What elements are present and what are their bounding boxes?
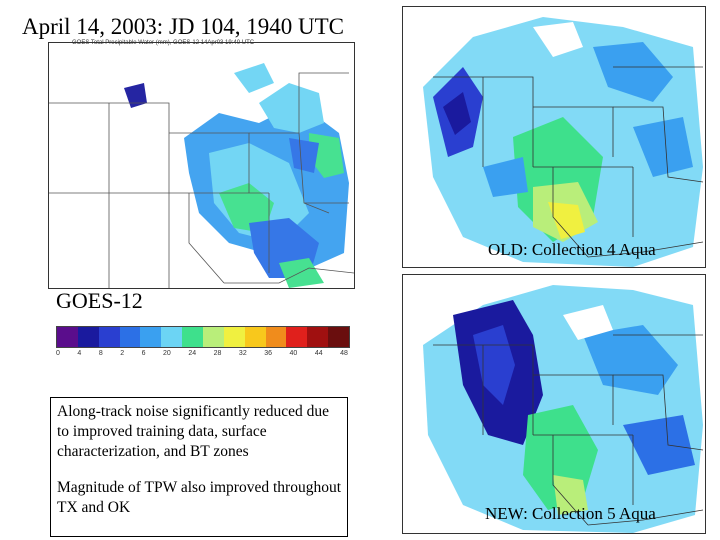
notes-box: Along-track noise significantly reduced … xyxy=(50,397,348,537)
legend-tick: 44 xyxy=(314,350,323,357)
legend-tick-labels: 0 4 8 2 6 20 24 28 32 36 40 44 48 xyxy=(56,350,348,357)
legend-tick: 36 xyxy=(264,350,273,357)
new-collection-5-map xyxy=(402,274,706,534)
legend-tick: 40 xyxy=(289,350,298,357)
old-collection-4-map xyxy=(402,6,706,268)
goes-map-graphic xyxy=(49,43,354,288)
legend-swatch xyxy=(57,327,78,347)
legend-tick: 24 xyxy=(188,350,197,357)
legend-swatch xyxy=(140,327,162,347)
legend-swatch xyxy=(119,327,141,347)
goes-map-subtitle: GOES Total Precipitable Water (mm), GOES… xyxy=(72,40,255,46)
legend-swatch xyxy=(77,327,99,347)
legend-tick: 2 xyxy=(120,350,125,357)
tpw-color-legend xyxy=(56,326,350,348)
goes-panel-label: GOES-12 xyxy=(56,288,143,313)
new-map-graphic xyxy=(403,275,705,533)
legend-swatch xyxy=(265,327,287,347)
legend-swatch xyxy=(98,327,120,347)
legend-swatch xyxy=(161,327,183,347)
legend-swatch xyxy=(307,327,329,347)
note-tpw-improved: Magnitude of TPW also improved throughou… xyxy=(57,479,341,516)
legend-tick: 20 xyxy=(163,350,171,357)
note-noise-reduced: Along-track noise significantly reduced … xyxy=(57,403,330,460)
page-title: April 14, 2003: JD 104, 1940 UTC xyxy=(22,14,344,39)
legend-swatch xyxy=(203,327,224,347)
legend-swatch xyxy=(328,327,350,347)
legend-swatch xyxy=(182,327,204,347)
new-panel-label: NEW: Collection 5 Aqua xyxy=(485,504,656,523)
old-map-graphic xyxy=(403,7,705,267)
legend-tick: 0 xyxy=(56,350,60,357)
old-panel-label: OLD: Collection 4 Aqua xyxy=(488,240,656,259)
legend-tick: 28 xyxy=(213,350,222,357)
legend-swatch xyxy=(286,327,308,347)
legend-swatch xyxy=(223,327,245,347)
legend-tick: 4 xyxy=(77,350,82,357)
legend-tick: 8 xyxy=(98,350,103,357)
legend-swatch xyxy=(244,327,266,347)
legend-tick: 48 xyxy=(340,350,348,357)
goes-tpw-map xyxy=(48,42,355,289)
legend-tick: 32 xyxy=(238,350,247,357)
legend-tick: 6 xyxy=(141,350,146,357)
